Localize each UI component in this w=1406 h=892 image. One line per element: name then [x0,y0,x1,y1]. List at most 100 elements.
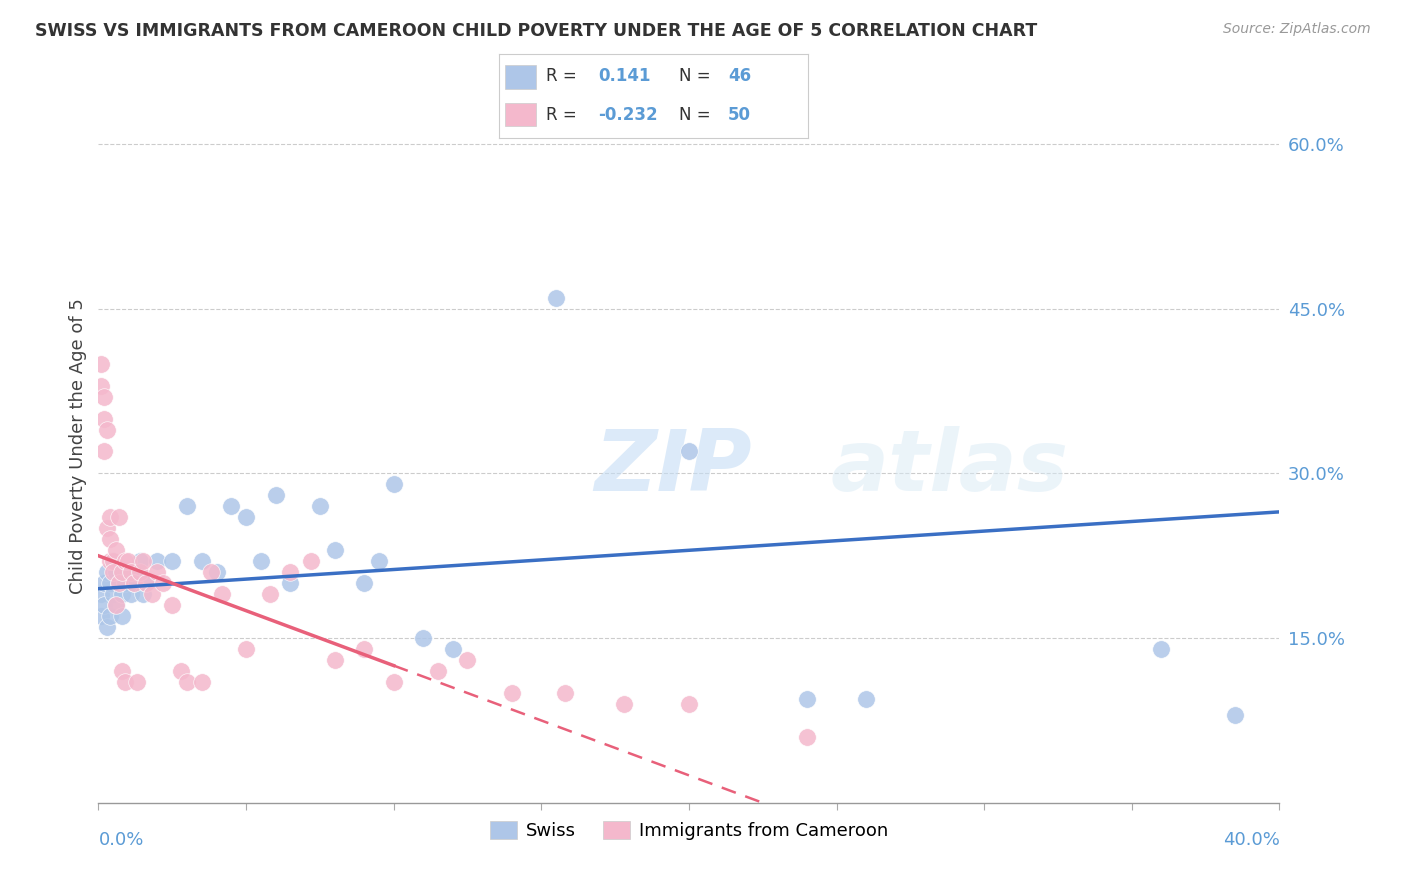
Point [221,500,243,514]
Point [98,533,121,547]
Text: R =: R = [546,105,582,123]
Text: 0.141: 0.141 [598,68,651,86]
Point [103,566,125,580]
Point [176,500,198,514]
Point [90,357,112,371]
Bar [505,65,536,89]
Point [93,411,115,425]
Point [117,554,139,568]
Point [108,576,131,591]
Point [98,609,121,624]
Text: N =: N = [679,68,716,86]
Point [796,730,818,744]
Point [382,477,405,491]
Point [309,500,332,514]
Point [457,653,479,667]
Point [105,598,128,612]
Point [796,691,818,706]
Text: 50: 50 [728,105,751,123]
Point [259,587,281,601]
Legend: Swiss, Immigrants from Cameroon: Swiss, Immigrants from Cameroon [482,814,896,847]
Point [117,566,139,580]
Point [191,675,214,690]
Point [120,587,142,601]
Point [128,566,150,580]
Text: SWISS VS IMMIGRANTS FROM CAMEROON CHILD POVERTY UNDER THE AGE OF 5 CORRELATION C: SWISS VS IMMIGRANTS FROM CAMEROON CHILD … [35,22,1038,40]
Point [323,653,346,667]
Point [200,566,222,580]
Point [280,576,302,591]
Point [162,598,183,612]
Point [96,521,118,535]
Point [678,444,700,458]
Point [1150,642,1173,657]
Point [135,576,157,591]
Point [205,566,228,580]
Point [90,609,112,624]
Point [105,543,128,558]
Point [678,697,700,711]
Point [90,378,112,392]
Point [141,587,163,601]
Point [235,642,257,657]
Point [280,566,302,580]
Text: ZIP: ZIP [595,425,752,509]
Text: 46: 46 [728,68,751,86]
Point [613,697,636,711]
Point [96,566,118,580]
Point [93,444,115,458]
Point [122,576,145,591]
Point [108,510,131,524]
Point [128,554,150,568]
Point [98,510,121,524]
Point [114,675,136,690]
Point [114,554,136,568]
Point [98,576,121,591]
Point [264,488,287,502]
Point [191,554,214,568]
Point [855,691,877,706]
Y-axis label: Child Poverty Under the Age of 5: Child Poverty Under the Age of 5 [69,298,87,594]
Text: Source: ZipAtlas.com: Source: ZipAtlas.com [1223,22,1371,37]
Point [125,566,148,580]
Point [90,587,112,601]
Point [250,554,273,568]
Point [211,587,233,601]
Text: R =: R = [546,68,582,86]
Point [108,576,131,591]
Text: 0.0%: 0.0% [98,831,143,849]
Point [105,598,128,612]
Point [135,576,157,591]
Point [441,642,464,657]
Bar [505,103,536,127]
Point [125,675,148,690]
Point [103,554,125,568]
Point [132,587,155,601]
Point [427,664,450,678]
Point [105,566,128,580]
Point [412,631,434,645]
Point [353,642,375,657]
Point [103,587,125,601]
Point [235,510,257,524]
Point [323,543,346,558]
Point [382,675,405,690]
Point [93,576,115,591]
Point [96,620,118,634]
Point [96,423,118,437]
Point [146,566,169,580]
Point [111,664,134,678]
Point [176,675,198,690]
Point [111,609,134,624]
Point [111,587,134,601]
Point [93,390,115,404]
Point [170,664,193,678]
Point [152,576,174,591]
Point [1225,708,1247,723]
Point [114,576,136,591]
Point [98,554,121,568]
Point [103,554,125,568]
Point [554,686,576,700]
Text: -0.232: -0.232 [598,105,658,123]
Text: 40.0%: 40.0% [1223,831,1279,849]
